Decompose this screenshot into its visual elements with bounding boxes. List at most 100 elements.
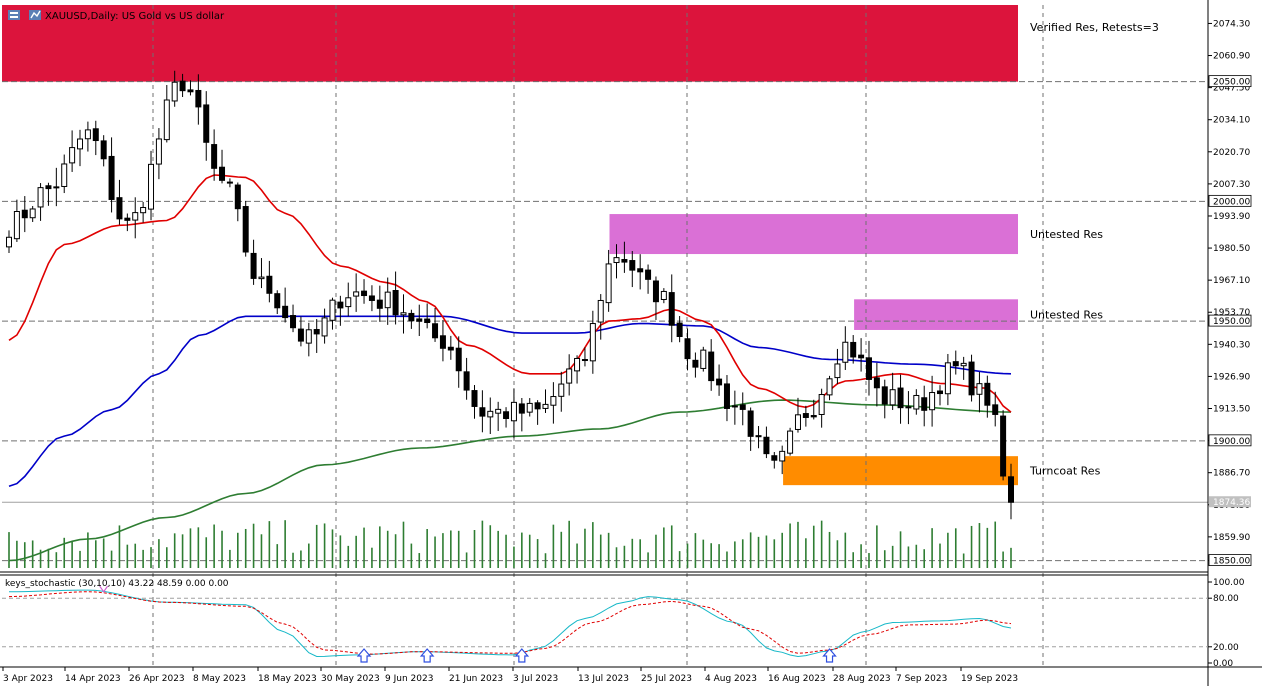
time-tick-label: 7 Sep 2023 <box>896 674 947 684</box>
candle <box>313 319 320 353</box>
candle <box>45 182 52 206</box>
candle-body <box>1000 415 1007 477</box>
zone-labels-layer: Verified Res, Retests=3 Untested Res Untes… <box>1029 21 1159 478</box>
price-axis-background <box>1208 0 1262 686</box>
candle-body <box>787 430 794 454</box>
buy-arrow-icon <box>514 648 530 663</box>
candle-body <box>581 359 588 362</box>
candle-body <box>558 383 565 397</box>
window-menu-icon[interactable] <box>8 10 20 20</box>
candle-body <box>779 450 786 462</box>
level-tag: 1900.00 <box>1213 437 1250 447</box>
candle-body <box>329 299 336 321</box>
candle-body <box>913 394 920 410</box>
candle-body <box>368 295 375 301</box>
candle <box>605 249 612 312</box>
candle <box>455 336 462 388</box>
candle <box>652 276 659 320</box>
time-tick-label: 3 Apr 2023 <box>3 674 53 684</box>
time-tick-label: 14 Apr 2023 <box>65 674 121 684</box>
indicator-label: keys_stochastic (30,10,10) 43.22 48.59 0… <box>5 579 229 589</box>
candle-body <box>297 328 304 342</box>
candle <box>376 285 383 322</box>
candle-body <box>755 435 762 438</box>
price-axis[interactable]: 2074.30 2060.90 2047.50 2034.10 2020.70 2007.… <box>1207 0 1262 686</box>
candle-body <box>668 292 675 326</box>
candle <box>613 244 620 279</box>
candle-body <box>605 263 612 304</box>
candle-body <box>881 386 888 405</box>
candle-body <box>108 155 115 200</box>
price-tick-label: 1913.50 <box>1213 405 1250 415</box>
candle-body <box>361 290 368 297</box>
price-tick-label: 2074.30 <box>1213 19 1250 29</box>
candle <box>37 183 44 221</box>
candle-body <box>92 128 99 142</box>
candle <box>534 400 541 425</box>
candle-body <box>337 301 344 309</box>
candle <box>889 372 896 410</box>
candle <box>495 401 502 432</box>
price-tick-label: 2007.30 <box>1213 180 1250 190</box>
candle-body <box>116 197 123 220</box>
candle <box>1000 410 1007 481</box>
candle-body <box>195 89 202 108</box>
candle <box>739 392 746 426</box>
candle-body <box>140 207 147 214</box>
candle <box>345 282 352 317</box>
candles-layer <box>6 70 1014 520</box>
candle-body <box>392 289 399 316</box>
title-label: ,Daily: US Gold vs US dollar <box>87 11 225 22</box>
candle <box>589 310 596 374</box>
time-tick-label: 28 Aug 2023 <box>833 674 891 684</box>
candle-body <box>495 408 502 414</box>
candle <box>842 326 849 370</box>
candle <box>936 385 943 406</box>
candle <box>148 150 155 221</box>
candle <box>353 273 360 312</box>
level-tag-box <box>1208 314 1252 327</box>
candle <box>984 375 991 418</box>
candle-body <box>53 186 60 189</box>
candle-body <box>873 377 880 389</box>
candle <box>258 258 265 289</box>
candle <box>408 309 415 329</box>
price-tick-label: 1886.70 <box>1213 469 1250 479</box>
stochastic-pane[interactable]: 100.00 80.00 20.00 0.00 <box>0 571 1245 669</box>
candle-body <box>818 394 825 415</box>
candle-body <box>29 208 36 219</box>
price-tick-label: 1940.30 <box>1213 340 1250 350</box>
candle <box>944 353 951 406</box>
candle-body <box>968 361 975 396</box>
candle-body <box>61 163 68 187</box>
candle-body <box>258 276 265 280</box>
candle <box>850 335 857 364</box>
candle <box>171 70 178 107</box>
stoch-tick-label: 80.00 <box>1213 594 1239 604</box>
candle <box>834 348 841 385</box>
candle <box>810 399 817 420</box>
candle <box>282 287 289 323</box>
time-axis[interactable]: 3 Apr 2023 14 Apr 2023 26 Apr 2023 8 May 20… <box>0 666 1262 684</box>
candle-body <box>897 387 904 409</box>
time-tick-label: 3 Jul 2023 <box>513 674 558 684</box>
candle <box>865 340 872 396</box>
candle-body <box>203 104 210 143</box>
candle <box>266 260 273 303</box>
price-tick-label: 2060.90 <box>1213 52 1250 62</box>
candle <box>794 397 801 433</box>
ma-fast-line <box>8 174 1012 413</box>
chart-type-icon[interactable] <box>29 10 41 20</box>
candle <box>337 295 344 326</box>
stoch-tick-label: 0.00 <box>1213 659 1233 669</box>
candle-body <box>282 305 289 319</box>
candle-body <box>6 236 12 248</box>
candle <box>542 389 549 413</box>
candle <box>6 230 12 253</box>
stoch-main-line <box>9 589 1012 658</box>
candle-body <box>171 81 178 102</box>
candle <box>873 362 880 407</box>
candle <box>416 304 423 337</box>
